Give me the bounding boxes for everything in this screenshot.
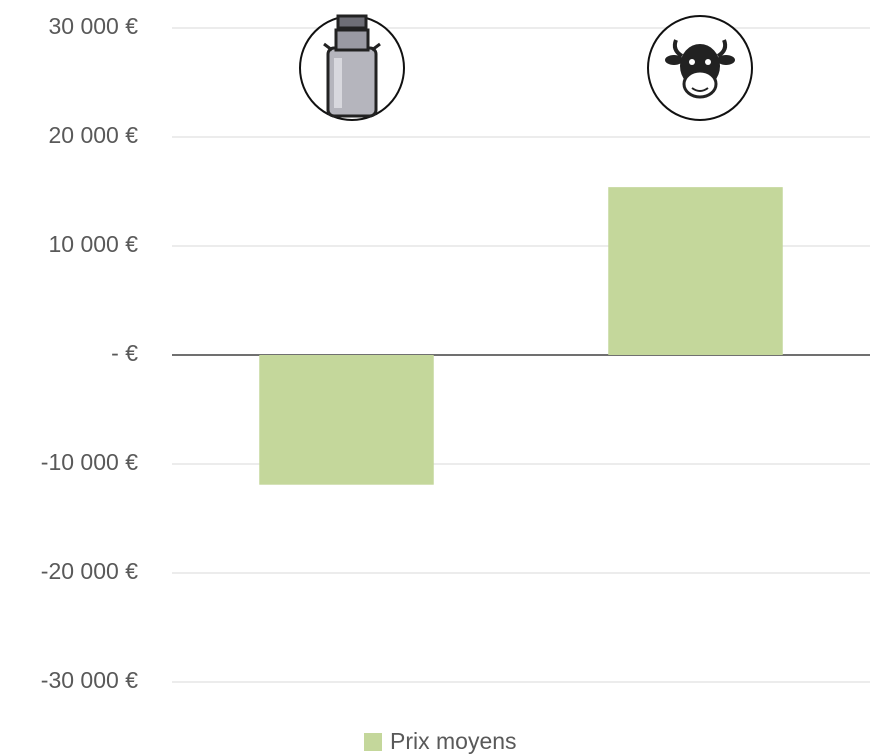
cow-icon	[647, 15, 753, 121]
y-tick-label: 30 000 €	[48, 13, 138, 39]
y-tick-label: -30 000 €	[41, 667, 138, 693]
bar	[259, 355, 434, 485]
bar	[608, 187, 783, 355]
y-tick-label: -20 000 €	[41, 558, 138, 584]
bars	[259, 187, 783, 485]
milk-can-icon	[299, 14, 405, 121]
y-tick-label: -10 000 €	[41, 449, 138, 475]
y-tick-label: - €	[111, 340, 138, 366]
legend-swatch	[364, 733, 382, 751]
y-tick-label: 10 000 €	[48, 231, 138, 257]
y-tick-label: 20 000 €	[48, 122, 138, 148]
legend-label: Prix moyens	[390, 728, 517, 754]
